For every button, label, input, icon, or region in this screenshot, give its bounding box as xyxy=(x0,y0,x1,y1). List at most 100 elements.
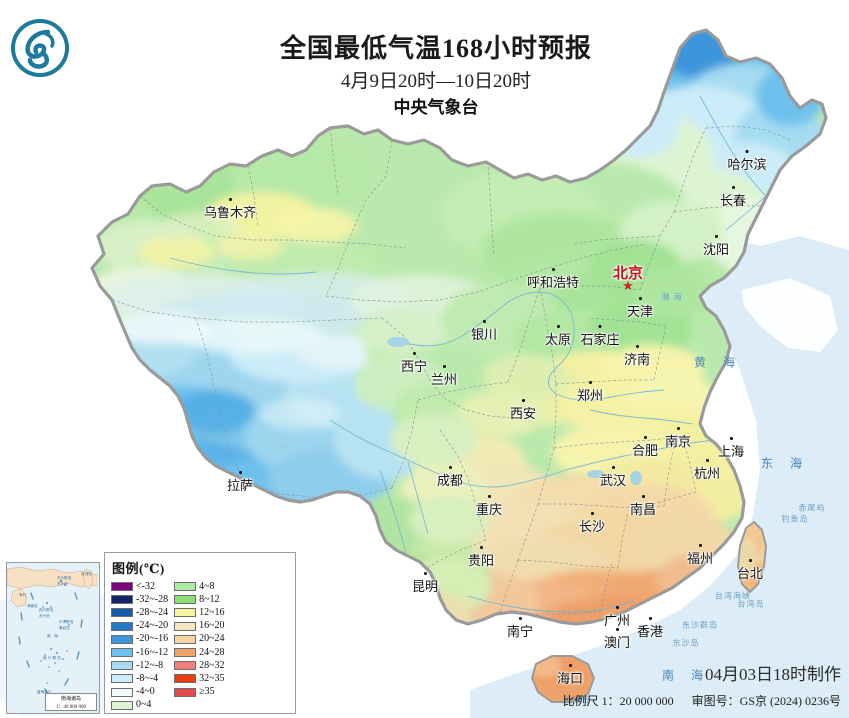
city-name: 西宁 xyxy=(400,359,428,374)
legend-label: -32~-28 xyxy=(136,593,169,605)
svg-text:曾母暗沙: 曾母暗沙 xyxy=(37,689,52,694)
sea-label-6: 赤尾屿 xyxy=(798,503,826,513)
city-name: 济南 xyxy=(623,352,651,367)
legend-label: 0~4 xyxy=(136,699,152,711)
city-name: 太原 xyxy=(544,332,572,347)
svg-text:海口: 海口 xyxy=(19,592,27,597)
legend-column-cold: <-32 -32~-28 -28~-24 -24~-20 -20~-16 -16~-12-… xyxy=(111,580,168,712)
city-name: 海口 xyxy=(556,671,584,686)
city-name: 兰州 xyxy=(430,372,458,387)
legend-swatch xyxy=(111,687,133,697)
legend-label: -12~-8 xyxy=(136,659,164,671)
city-marker-dot xyxy=(423,572,427,575)
legend-label: -20~-16 xyxy=(136,633,169,645)
sea-label-3: 南 海 xyxy=(661,668,711,683)
city-name: 哈尔滨 xyxy=(727,157,767,172)
city-name: 南京 xyxy=(664,434,692,449)
legend-label: 24~28 xyxy=(199,646,225,658)
city-label-11: 西宁 xyxy=(401,352,427,375)
city-marker-dot xyxy=(745,150,749,153)
legend-swatch xyxy=(111,674,133,684)
city-marker-dot xyxy=(698,544,702,547)
city-label-20: 成都 xyxy=(437,466,463,489)
city-marker-dot xyxy=(748,559,752,562)
legend-swatch xyxy=(111,621,133,631)
city-label-22: 南昌 xyxy=(630,495,656,518)
sea-label-2: 东 海 xyxy=(760,456,810,471)
city-label-30: 广州 xyxy=(604,606,630,629)
legend-swatch xyxy=(111,634,133,644)
city-marker-dot xyxy=(714,235,718,238)
city-label-19: 武汉 xyxy=(600,466,626,489)
city-label-32: 澳门 xyxy=(604,628,630,651)
city-marker-dot xyxy=(518,617,522,620)
svg-text:中沙群岛: 中沙群岛 xyxy=(59,619,74,624)
legend-swatch xyxy=(174,648,197,658)
city-marker-dot xyxy=(448,466,452,469)
city-name: 天津 xyxy=(626,304,654,319)
city-label-3: 沈阳 xyxy=(703,235,729,258)
city-label-5: 天津 xyxy=(627,297,653,320)
city-marker-dot xyxy=(412,352,416,355)
city-label-7: 银川 xyxy=(471,320,497,343)
legend-label: <-32 xyxy=(136,580,155,592)
city-marker-dot xyxy=(487,495,491,498)
city-name: 福州 xyxy=(686,551,714,566)
legend-swatch xyxy=(174,687,197,697)
city-name: 南昌 xyxy=(629,502,657,517)
city-name: 石家庄 xyxy=(580,332,620,347)
city-name: 广州 xyxy=(603,613,631,628)
legend-item: 24~28 xyxy=(174,646,225,659)
city-marker-dot xyxy=(615,628,619,631)
legend-swatch xyxy=(174,674,197,684)
legend-item: -32~-28 xyxy=(111,593,168,606)
city-label-8: 太原 xyxy=(545,325,571,348)
map-scale: 比例尺 1：20 000 000 xyxy=(562,694,674,708)
sea-label-8: 东沙岛 xyxy=(672,638,700,648)
city-marker-dot xyxy=(238,471,242,474)
city-marker-dot xyxy=(556,325,560,328)
inset-scale-title: 南海诸岛 xyxy=(60,697,81,702)
city-label-21: 重庆 xyxy=(476,495,502,518)
legend-label: -16~-12 xyxy=(136,646,169,658)
city-label-17: 上海 xyxy=(718,437,744,460)
cma-dragon-logo xyxy=(8,16,72,80)
legend-item: 0~4 xyxy=(111,699,168,712)
city-marker-dot xyxy=(479,546,483,549)
city-marker-dot xyxy=(729,437,733,440)
city-label-1: 哈尔滨 xyxy=(727,150,767,173)
city-marker-dot xyxy=(521,399,525,402)
city-name: 台北 xyxy=(736,566,764,581)
city-label-2: 长春 xyxy=(720,186,746,209)
city-label-29: 南宁 xyxy=(507,617,533,640)
legend-label: -4~0 xyxy=(136,686,155,698)
legend-column-warm: 4~8 8~12 12~16 16~20 20~24 24~28 28~32 32~35 ≥35 xyxy=(174,580,225,712)
city-label-12: 兰州 xyxy=(431,365,457,388)
city-marker-dot xyxy=(643,436,647,439)
city-name: 杭州 xyxy=(693,466,721,481)
legend-label: 8~12 xyxy=(199,593,220,605)
legend-label: 16~20 xyxy=(199,620,225,632)
legend-item: 32~35 xyxy=(174,672,225,685)
legend-item: -12~-8 xyxy=(111,659,168,672)
legend-swatch xyxy=(174,634,197,644)
svg-text:东沙群岛: 东沙群岛 xyxy=(57,575,72,580)
svg-text:东沙岛: 东沙岛 xyxy=(57,581,68,586)
city-name: 沈阳 xyxy=(702,242,730,257)
legend-label: -28~-24 xyxy=(136,606,169,618)
city-label-13: 郑州 xyxy=(577,381,603,404)
city-name: 银川 xyxy=(470,327,498,342)
inset-scale: 南海诸岛 1：40 000 000 xyxy=(45,693,97,711)
legend-label: 20~24 xyxy=(199,633,225,645)
legend-item: 16~20 xyxy=(174,620,225,633)
legend-item: -8~-4 xyxy=(111,672,168,685)
legend-swatch xyxy=(111,608,133,618)
city-marker-dot xyxy=(551,268,555,271)
legend-label: 12~16 xyxy=(199,606,225,618)
city-name: 拉萨 xyxy=(226,478,254,493)
city-name: 郑州 xyxy=(576,388,604,403)
sea-label-10: 台湾岛 xyxy=(737,599,765,609)
approval-number: 审图号：GS京 (2024) 0236号 xyxy=(691,694,841,708)
legend-swatch xyxy=(111,661,133,671)
